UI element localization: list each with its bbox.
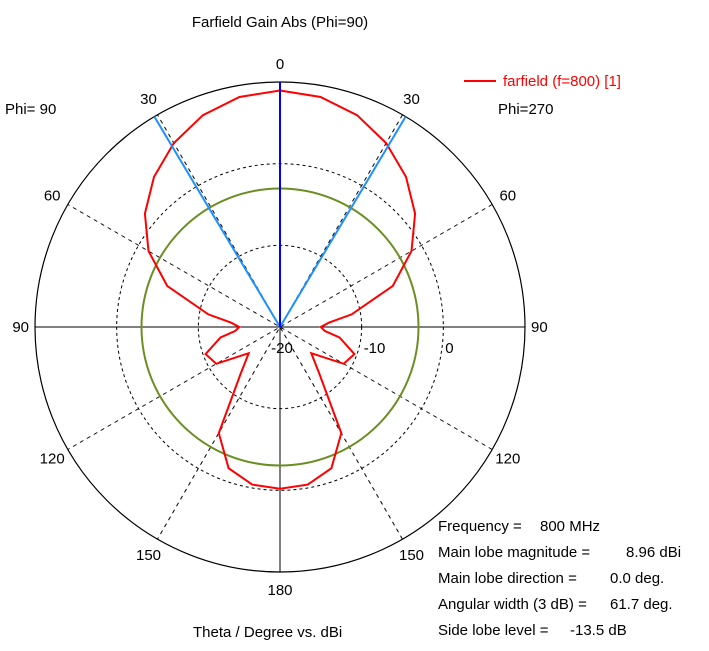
farfield-pattern-line [143, 89, 417, 490]
angle-tick-label: 180 [267, 582, 292, 599]
info-width-label: Angular width (3 dB) = [438, 596, 587, 613]
angle-tick-label: 150 [399, 547, 424, 564]
angle-tick-label: 90 [531, 319, 548, 336]
info-frequency-label: Frequency = [438, 518, 522, 535]
beamwidth-line [279, 116, 407, 328]
info-magnitude-value: 8.96 dBi [626, 544, 681, 561]
info-panel: Frequency = 800 MHz Main lobe magnitude … [438, 518, 681, 639]
info-sidelobe-label: Side lobe level = [438, 622, 549, 639]
radial-tick-label: 0 [445, 340, 453, 357]
beamwidth-line [153, 116, 281, 328]
grid-spoke [157, 114, 403, 540]
angle-tick-label: 30 [403, 91, 420, 108]
angle-tick-label: 0 [276, 56, 284, 73]
angle-tick-label: 90 [12, 319, 29, 336]
angle-tick-label: 120 [40, 451, 65, 468]
angle-tick-label: 60 [44, 188, 61, 205]
info-sidelobe-value: -13.5 dB [570, 622, 627, 639]
legend: farfield (f=800) [1] [464, 73, 621, 90]
grid-spoke [67, 204, 493, 450]
phi-left-label: Phi= 90 [5, 101, 56, 118]
chart-title: Farfield Gain Abs (Phi=90) [192, 14, 368, 31]
info-direction-label: Main lobe direction = [438, 570, 577, 587]
info-direction-value: 0.0 deg. [610, 570, 664, 587]
radial-tick-label: -20 [271, 340, 293, 357]
grid-spoke [67, 204, 493, 450]
phi-right-label: Phi=270 [498, 101, 553, 118]
info-width-value: 61.7 deg. [610, 596, 673, 613]
info-frequency-value: 800 MHz [540, 518, 600, 535]
angle-tick-label: 60 [499, 188, 516, 205]
angle-tick-label: 30 [140, 91, 157, 108]
angle-tick-label: 150 [136, 547, 161, 564]
label-layer: 0 30 60 90 120 150 180 30 60 90 120 150 -20 -10 0 [12, 56, 547, 599]
radial-tick-label: -10 [364, 340, 386, 357]
info-magnitude-label: Main lobe magnitude = [438, 544, 590, 561]
grid-spoke [157, 114, 403, 540]
series-layer [140, 82, 420, 490]
legend-entry-label: farfield (f=800) [1] [503, 73, 621, 90]
x-axis-label: Theta / Degree vs. dBi [193, 624, 342, 641]
angle-tick-label: 120 [495, 451, 520, 468]
